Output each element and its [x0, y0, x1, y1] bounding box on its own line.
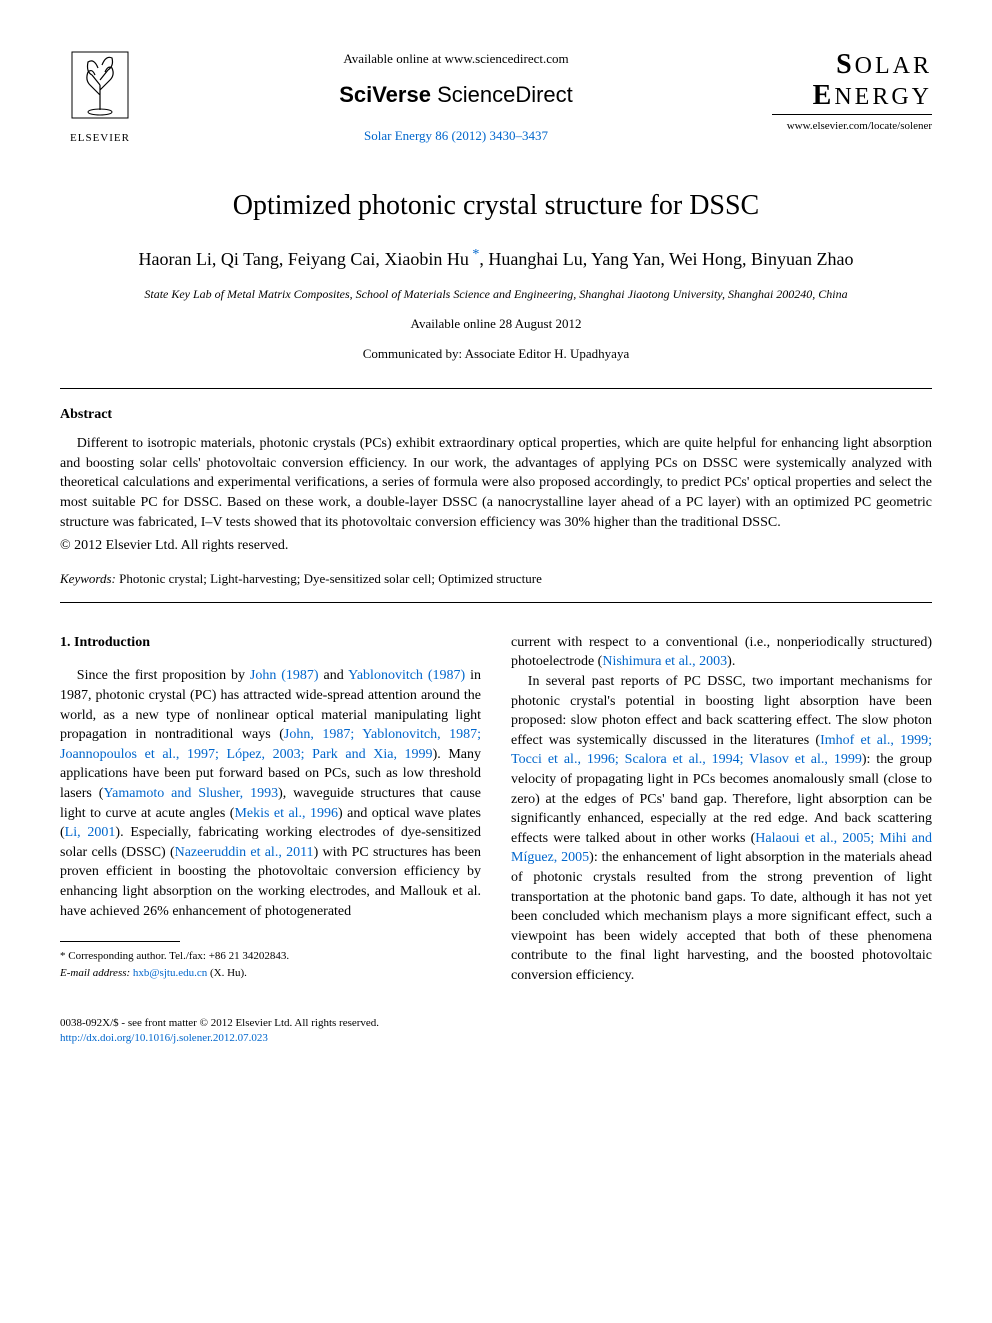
doi-link[interactable]: http://dx.doi.org/10.1016/j.solener.2012… [60, 1031, 932, 1046]
affiliation: State Key Lab of Metal Matrix Composites… [60, 286, 932, 303]
journal-title-nergy: NERGY [834, 84, 932, 110]
citation-link[interactable]: Mekis et al., 1996 [234, 806, 338, 821]
abstract-heading: Abstract [60, 405, 932, 425]
authors-part1: Haoran Li, Qi Tang, Feiyang Cai, Xiaobin… [138, 249, 468, 269]
body-paragraph: Since the first proposition by John (198… [60, 666, 481, 921]
page-header: ELSEVIER Available online at www.science… [60, 50, 932, 146]
communicated-by: Communicated by: Associate Editor H. Upa… [60, 345, 932, 363]
bottom-info: 0038-092X/$ - see front matter © 2012 El… [60, 1016, 932, 1047]
citation-link[interactable]: Yablonovitch (1987) [348, 668, 465, 683]
divider [60, 388, 932, 389]
abstract-text: Different to isotropic materials, photon… [60, 434, 932, 532]
corresponding-author-mark: * [469, 247, 480, 262]
citation-link[interactable]: Li, 2001 [65, 825, 116, 840]
section-heading-introduction: 1. Introduction [60, 633, 481, 653]
divider [60, 602, 932, 603]
journal-title-olar: OLAR [855, 53, 932, 79]
corresponding-author-footnote: * Corresponding author. Tel./fax: +86 21… [60, 948, 481, 981]
keywords-label: Keywords: [60, 571, 116, 586]
publisher-logo: ELSEVIER [60, 50, 140, 146]
citation-link[interactable]: Nazeeruddin et al., 2011 [175, 845, 314, 860]
email-suffix: (X. Hu). [207, 967, 247, 979]
journal-url: www.elsevier.com/locate/solener [772, 119, 932, 134]
body-paragraph: current with respect to a conventional (… [511, 633, 932, 672]
platform-light: ScienceDirect [431, 82, 573, 107]
keywords: Keywords: Photonic crystal; Light-harves… [60, 570, 932, 588]
platform-bold: SciVerse [339, 82, 431, 107]
available-online-text: Available online at www.sciencedirect.co… [160, 50, 752, 68]
journal-title-e: E [813, 80, 835, 111]
center-header: Available online at www.sciencedirect.co… [140, 50, 772, 145]
publisher-name: ELSEVIER [60, 131, 140, 146]
author-list: Haoran Li, Qi Tang, Feiyang Cai, Xiaobin… [60, 245, 932, 272]
journal-title: SOLAR ENERGY [772, 50, 932, 115]
footnote-rule [60, 941, 180, 942]
body-columns: 1. Introduction Since the first proposit… [60, 633, 932, 986]
journal-title-s: S [836, 49, 855, 80]
online-date: Available online 28 August 2012 [60, 315, 932, 333]
authors-part2: , Huanghai Lu, Yang Yan, Wei Hong, Binyu… [479, 249, 853, 269]
elsevier-tree-icon [70, 50, 130, 120]
column-right: current with respect to a conventional (… [511, 633, 932, 986]
platform-name: SciVerse ScienceDirect [160, 80, 752, 111]
keywords-text: Photonic crystal; Light-harvesting; Dye-… [116, 571, 542, 586]
email-link[interactable]: hxb@sjtu.edu.cn [130, 967, 207, 979]
citation-link[interactable]: Nishimura et al., 2003 [602, 654, 727, 669]
journal-logo: SOLAR ENERGY www.elsevier.com/locate/sol… [772, 50, 932, 134]
article-title: Optimized photonic crystal structure for… [60, 186, 932, 225]
journal-reference-link[interactable]: Solar Energy 86 (2012) 3430–3437 [160, 127, 752, 145]
citation-link[interactable]: John (1987) [250, 668, 319, 683]
footnote-corr-text: Corresponding author. Tel./fax: +86 21 3… [66, 950, 290, 962]
issn-line: 0038-092X/$ - see front matter © 2012 El… [60, 1016, 932, 1031]
column-left: 1. Introduction Since the first proposit… [60, 633, 481, 986]
citation-link[interactable]: Yamamoto and Slusher, 1993 [103, 786, 278, 801]
copyright-line: © 2012 Elsevier Ltd. All rights reserved… [60, 536, 932, 556]
body-paragraph: In several past reports of PC DSSC, two … [511, 672, 932, 986]
email-label: E-mail address: [60, 967, 130, 979]
